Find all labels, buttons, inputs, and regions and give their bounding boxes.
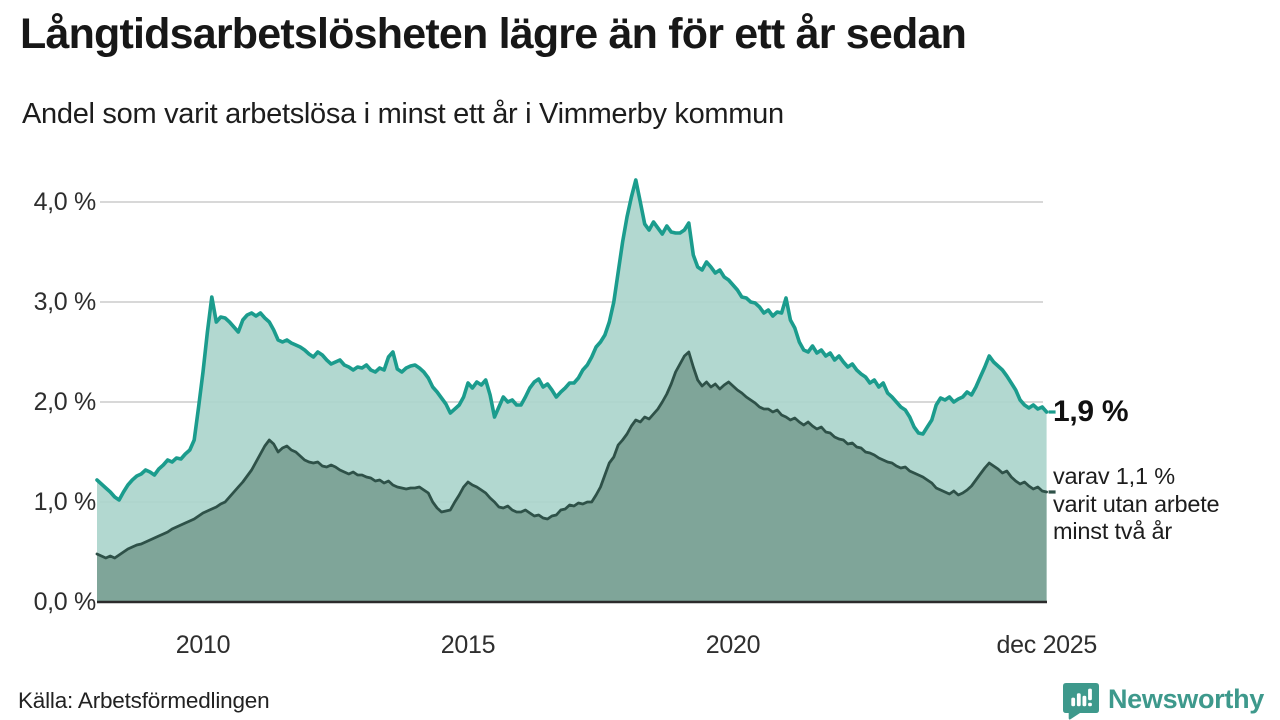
x-axis-label: 2020: [705, 631, 761, 659]
source-credit: Källa: Arbetsförmedlingen: [18, 688, 270, 713]
y-axis-label: 2,0 %: [33, 388, 97, 416]
newsworthy-wordmark: Newsworthy: [1107, 684, 1264, 714]
latest-value-annotation: 1,9 %: [1053, 395, 1129, 428]
y-axis-label: 1,0 %: [33, 488, 97, 516]
newsworthy-bar-chart-speech-bubble-icon: [1062, 682, 1100, 720]
annotation-line: varit utan arbete: [1053, 490, 1220, 517]
page-title: Långtidsarbetslösheten lägre än för ett …: [20, 10, 967, 58]
annotation-line: varav 1,1 %: [1053, 463, 1175, 489]
y-axis-label: 4,0 %: [33, 188, 97, 216]
sub-series-annotation: varav 1,1 % varit utan arbete minst två …: [1053, 463, 1220, 546]
x-axis-label: dec 2025: [996, 631, 1098, 659]
x-axis-label: 2010: [175, 631, 231, 659]
annotation-line: minst två år: [1053, 518, 1173, 544]
line-two-year: [95, 350, 1048, 560]
y-axis-label: 3,0 %: [33, 288, 97, 316]
chart-subtitle: Andel som varit arbetslösa i minst ett å…: [22, 98, 784, 130]
x-axis-label: 2015: [440, 631, 496, 659]
y-axis-label: 0,0 %: [33, 588, 97, 616]
newsworthy-logo[interactable]: Newsworthy: [1062, 682, 1264, 720]
area-two-year: [97, 352, 1047, 602]
line-one-year: [95, 178, 1049, 502]
